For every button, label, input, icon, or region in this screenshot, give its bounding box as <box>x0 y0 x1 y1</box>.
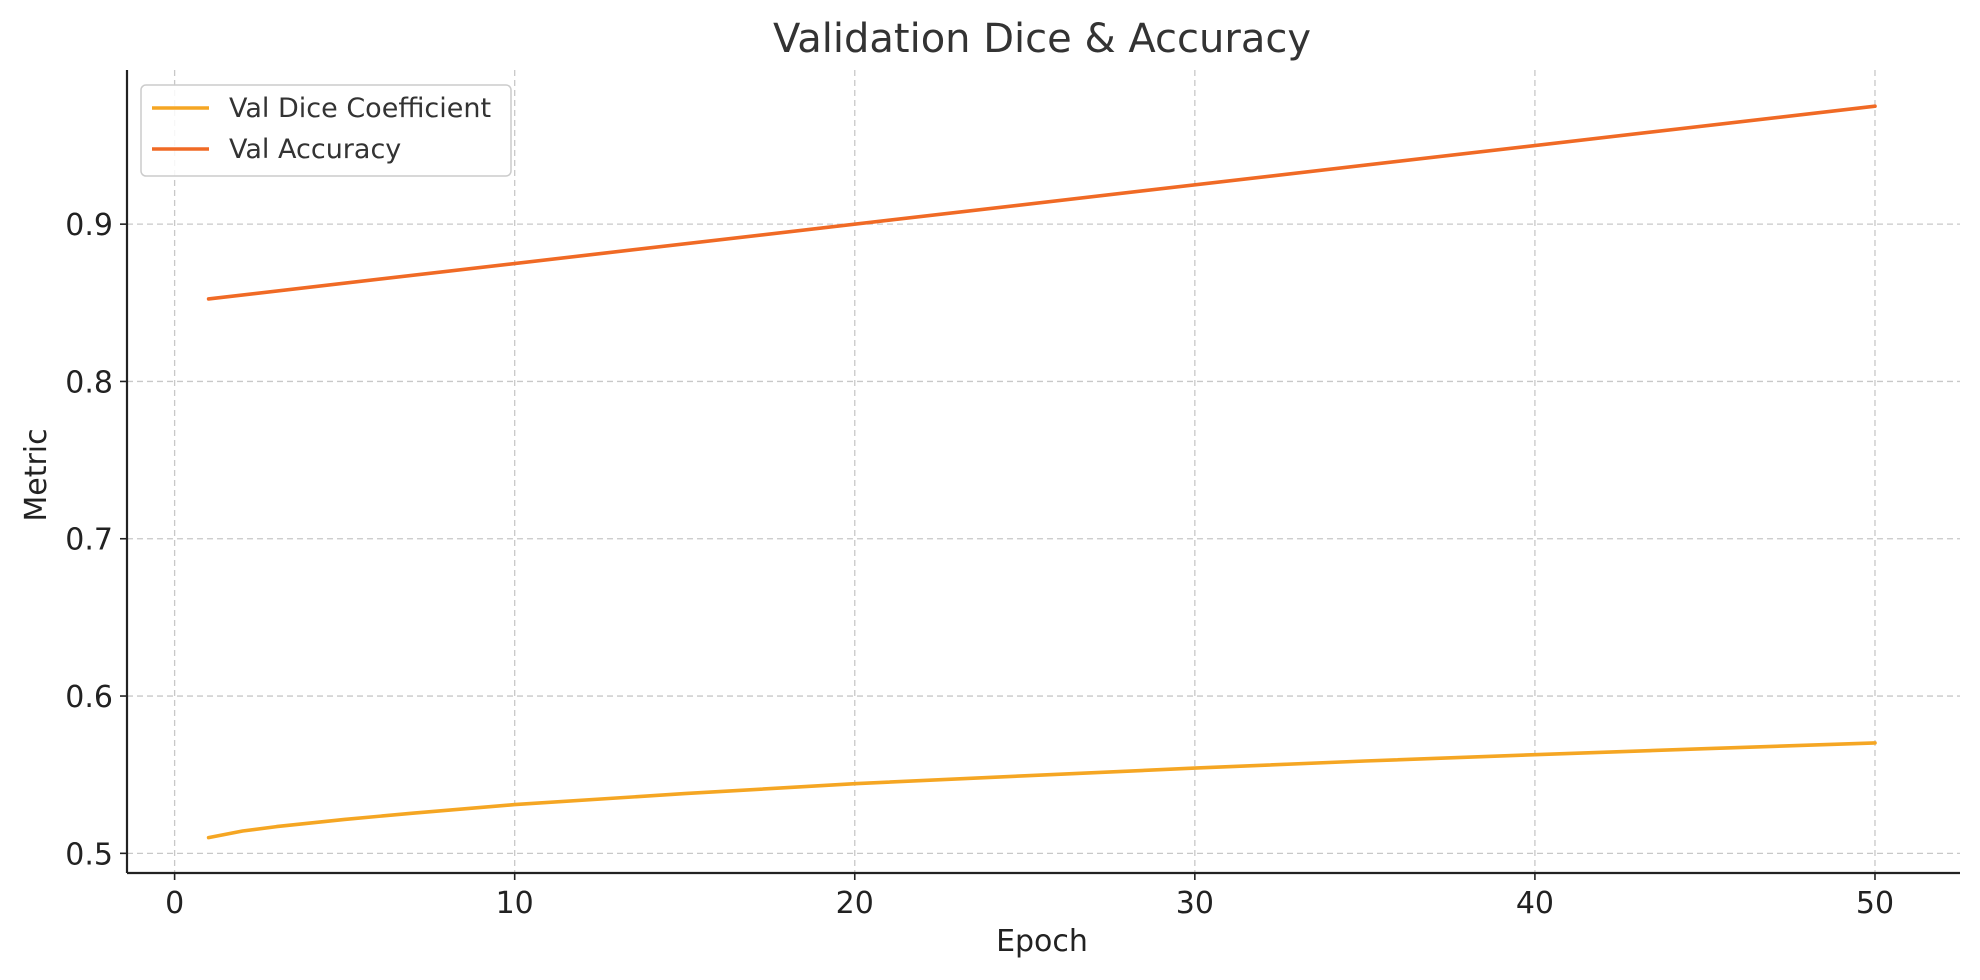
axes <box>125 70 1960 875</box>
ticks: 0 10 20 30 40 50 0.5 0.6 0.7 0.8 0.9 <box>65 208 1894 921</box>
grid <box>127 70 1960 873</box>
y-axis-label: Metric <box>19 428 54 521</box>
legend: Val Dice Coefficient Val Accuracy <box>140 84 512 177</box>
series-line-0 <box>206 741 1877 840</box>
legend-box <box>140 84 512 177</box>
x-tick-label: 40 <box>1516 886 1554 921</box>
series-line-1 <box>206 104 1877 301</box>
x-tick-label: 30 <box>1176 886 1214 921</box>
x-axis-label: Epoch <box>996 924 1088 959</box>
x-tick-label: 50 <box>1856 886 1894 921</box>
legend-label-0: Val Dice Coefficient <box>229 93 491 124</box>
y-tick-label: 0.7 <box>65 523 113 558</box>
y-tick-label: 0.8 <box>65 365 113 400</box>
legend-label-1: Val Accuracy <box>229 134 401 165</box>
y-tick-label: 0.5 <box>65 837 113 872</box>
x-tick-label: 0 <box>165 886 184 921</box>
y-tick-label: 0.9 <box>65 208 113 243</box>
x-tick-label: 20 <box>836 886 874 921</box>
chart-title: Validation Dice & Accuracy <box>773 16 1311 62</box>
y-tick-label: 0.6 <box>65 680 113 715</box>
series-lines <box>206 104 1877 840</box>
x-tick-label: 10 <box>496 886 534 921</box>
